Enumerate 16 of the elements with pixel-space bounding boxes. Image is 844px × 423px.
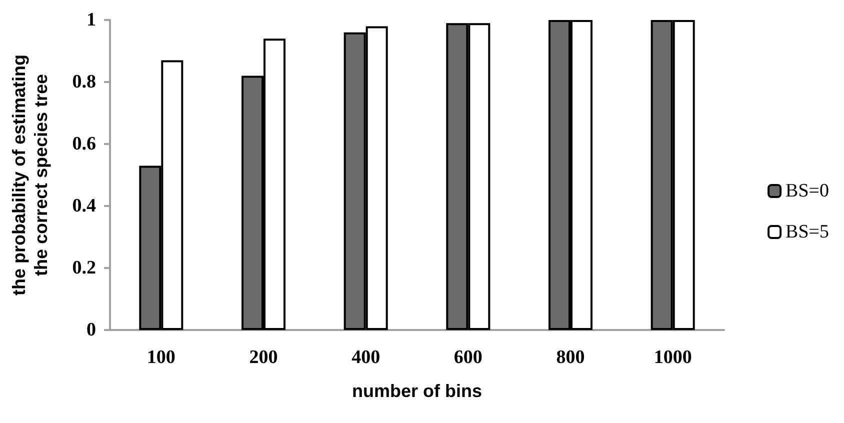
- legend-label: BS=0: [786, 180, 830, 202]
- y-tick-label: 0: [86, 320, 96, 340]
- x-tick-label: 100: [146, 347, 176, 368]
- legend-label: BS=5: [786, 222, 830, 242]
- y-axis-title: the probability of estimating the correct species tree: [9, 54, 51, 296]
- y-tick-label: 0.6: [72, 134, 96, 154]
- y-tick-label: 0.2: [72, 258, 96, 278]
- x-tick-label: 600: [454, 347, 482, 368]
- x-tick-label: 800: [556, 347, 585, 368]
- y-tick-label: 0.4: [72, 196, 96, 216]
- y-tick-label: 0.8: [72, 72, 96, 92]
- y-tick-label: 1: [86, 10, 96, 30]
- x-axis-title: number of bins: [352, 381, 482, 401]
- x-tick-label: 400: [352, 347, 380, 368]
- x-tick-label: 1000: [654, 347, 692, 368]
- x-tick-label: 200: [249, 347, 278, 368]
